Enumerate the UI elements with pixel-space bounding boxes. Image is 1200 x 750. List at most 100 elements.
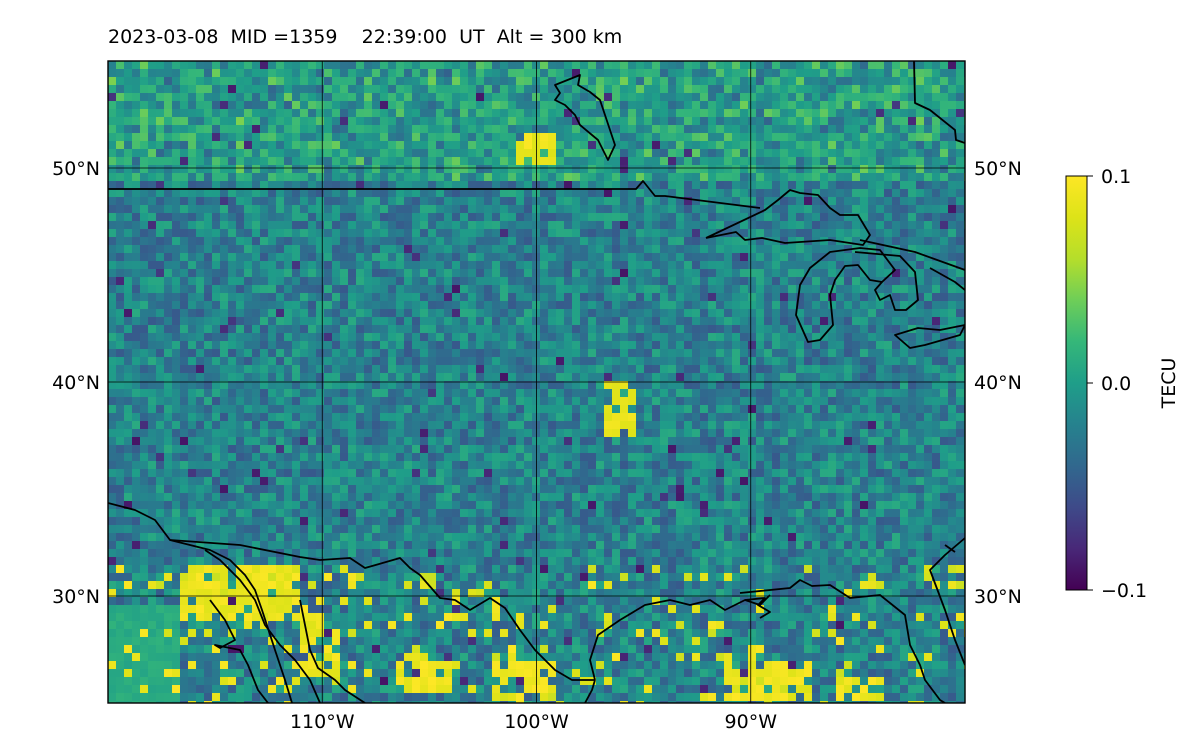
tec-cell xyxy=(708,261,717,270)
tec-cell xyxy=(820,165,829,174)
tec-cell xyxy=(148,357,157,366)
tec-cell xyxy=(692,69,701,78)
tec-cell xyxy=(660,389,669,398)
tec-cell xyxy=(460,157,469,166)
tec-cell xyxy=(740,365,749,374)
tec-cell xyxy=(356,229,365,238)
tec-cell xyxy=(948,253,957,262)
tec-cell xyxy=(404,237,413,246)
tec-cell xyxy=(828,421,837,430)
tec-cell xyxy=(124,389,133,398)
tec-cell xyxy=(604,125,613,134)
tec-cell xyxy=(524,413,533,422)
tec-cell xyxy=(852,197,861,206)
tec-cell xyxy=(428,349,437,358)
tec-cell xyxy=(260,365,269,374)
tec-cell xyxy=(396,205,405,214)
tec-cell xyxy=(396,349,405,358)
tec-cell xyxy=(628,149,637,158)
tec-cell xyxy=(300,261,309,270)
tec-cell xyxy=(724,389,733,398)
tec-cell xyxy=(876,293,885,302)
tec-cell xyxy=(140,213,149,222)
tec-cell xyxy=(940,333,949,342)
tec-cell xyxy=(644,109,653,118)
tec-cell xyxy=(460,237,469,246)
tec-cell xyxy=(236,397,245,406)
tec-cell xyxy=(764,349,773,358)
tec-cell xyxy=(828,85,837,94)
tec-cell xyxy=(732,317,741,326)
tec-cell xyxy=(692,365,701,374)
tec-cell xyxy=(188,341,197,350)
tec-cell xyxy=(252,365,261,374)
tec-cell xyxy=(724,261,733,270)
tec-cell xyxy=(284,253,293,262)
tec-cell xyxy=(212,77,221,86)
tec-cell xyxy=(540,309,549,318)
tec-cell xyxy=(908,165,917,174)
tec-cell xyxy=(164,101,173,110)
tec-cell xyxy=(700,333,709,342)
tec-cell xyxy=(540,133,549,142)
tec-cell xyxy=(836,293,845,302)
tec-cell xyxy=(228,397,237,406)
tec-cell xyxy=(188,93,197,102)
tec-cell xyxy=(340,69,349,78)
tec-cell xyxy=(236,69,245,78)
tec-cell xyxy=(668,349,677,358)
tec-cell xyxy=(924,293,933,302)
tec-cell xyxy=(340,253,349,262)
tec-cell xyxy=(940,405,949,414)
tec-cell xyxy=(948,133,957,142)
tec-cell xyxy=(628,205,637,214)
tec-cell xyxy=(804,197,813,206)
tec-cell xyxy=(476,189,485,198)
tec-cell xyxy=(468,333,477,342)
tec-cell xyxy=(596,413,605,422)
tec-cell xyxy=(676,109,685,118)
tec-cell xyxy=(524,309,533,318)
tec-cell xyxy=(356,213,365,222)
tec-cell xyxy=(580,309,589,318)
tec-cell xyxy=(156,285,165,294)
tec-cell xyxy=(212,365,221,374)
tec-cell xyxy=(524,269,533,278)
tec-cell xyxy=(116,149,125,158)
tec-cell xyxy=(836,381,845,390)
tec-cell xyxy=(420,149,429,158)
tec-cell xyxy=(796,373,805,382)
tec-cell xyxy=(356,413,365,422)
tec-cell xyxy=(748,405,757,414)
tec-cell xyxy=(724,93,733,102)
tec-cell xyxy=(116,69,125,78)
tec-cell xyxy=(508,133,517,142)
tec-cell xyxy=(388,349,397,358)
tec-cell xyxy=(348,317,357,326)
tec-cell xyxy=(868,421,877,430)
tec-cell xyxy=(948,301,957,310)
tec-cell xyxy=(436,413,445,422)
tec-cell xyxy=(916,261,925,270)
tec-cell xyxy=(524,277,533,286)
tec-cell xyxy=(564,189,573,198)
tec-cell xyxy=(468,381,477,390)
tec-cell xyxy=(276,93,285,102)
tec-cell xyxy=(636,61,645,70)
tec-cell xyxy=(780,365,789,374)
tec-cell xyxy=(692,301,701,310)
tec-cell xyxy=(620,77,629,86)
tec-cell xyxy=(204,149,213,158)
tec-cell xyxy=(900,285,909,294)
tec-cell xyxy=(284,173,293,182)
tec-cell xyxy=(892,293,901,302)
tec-cell xyxy=(628,421,637,430)
tec-cell xyxy=(892,325,901,334)
tec-cell xyxy=(500,293,509,302)
tec-cell xyxy=(252,141,261,150)
tec-cell xyxy=(508,333,517,342)
tec-cell xyxy=(196,389,205,398)
tec-cell xyxy=(636,165,645,174)
tec-cell xyxy=(876,69,885,78)
tec-cell xyxy=(332,389,341,398)
